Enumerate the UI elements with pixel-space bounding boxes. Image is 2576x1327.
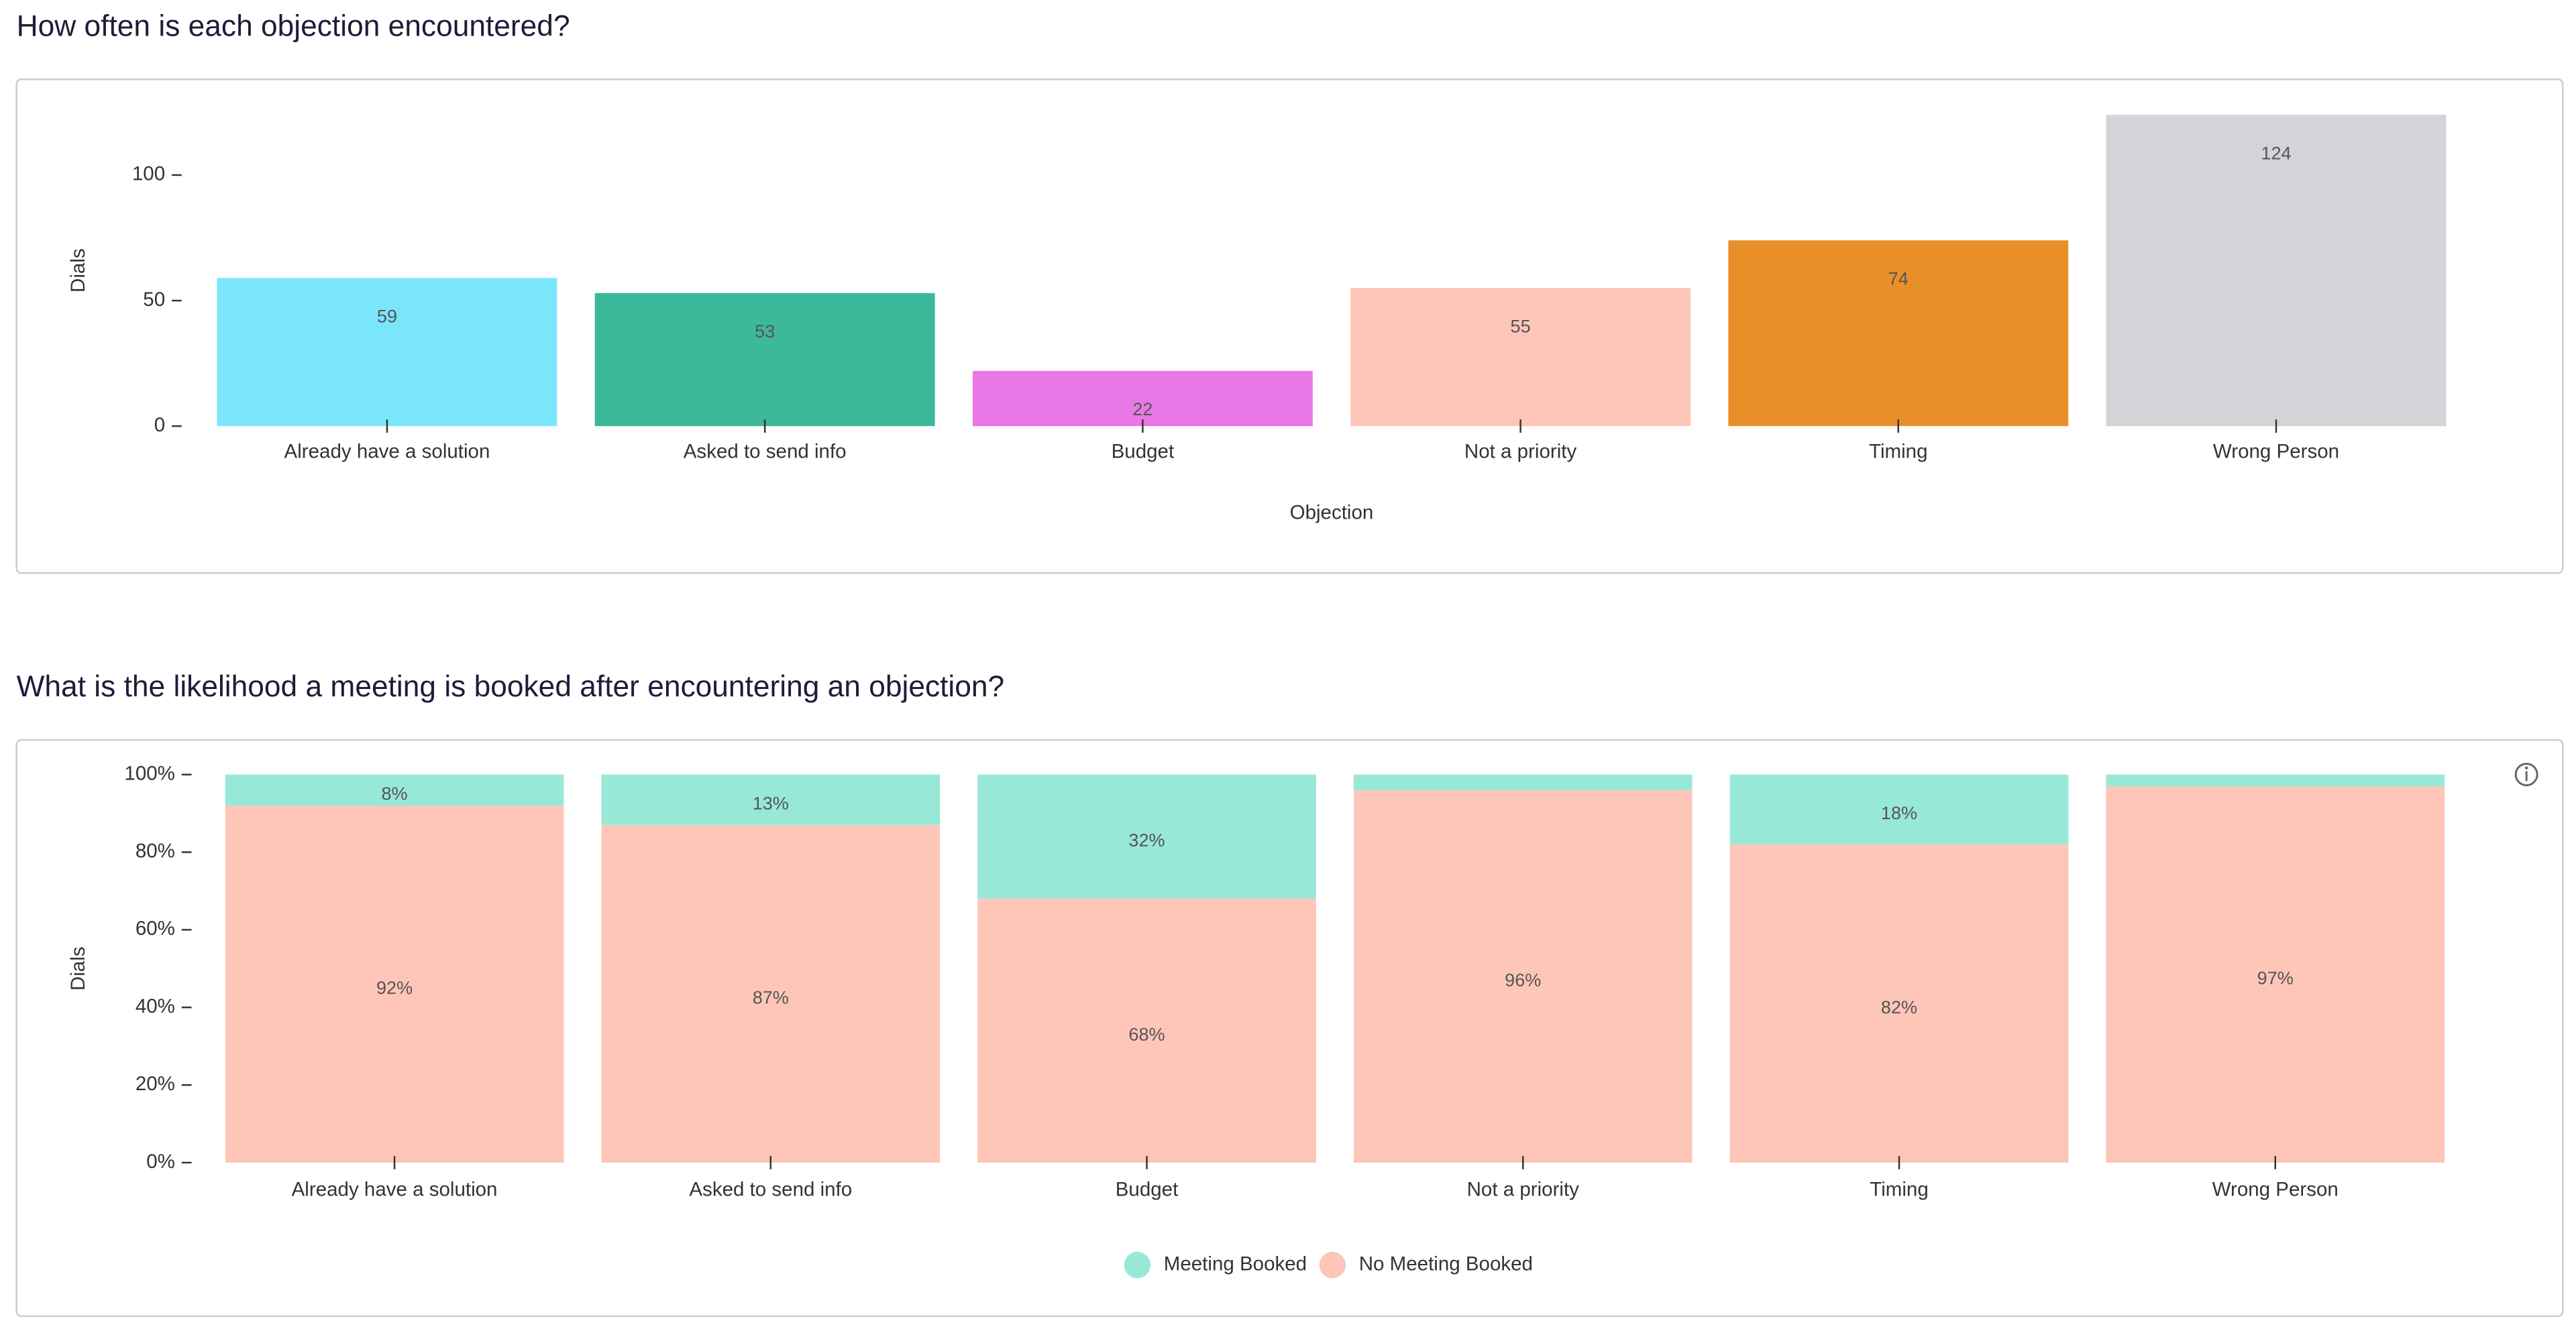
y-tick-label: 40% bbox=[136, 995, 175, 1017]
data-label: 92% bbox=[376, 977, 413, 998]
x-tick-label: Already have a solution bbox=[284, 440, 490, 462]
bar-segment bbox=[2106, 786, 2445, 1163]
data-label: 8% bbox=[381, 783, 407, 804]
y-tick-label: 50 bbox=[143, 288, 165, 311]
data-label: 55 bbox=[1511, 316, 1531, 337]
bar-segment bbox=[601, 825, 941, 1163]
y-tick-label: 100% bbox=[124, 762, 174, 784]
data-label: 59 bbox=[377, 306, 397, 327]
x-tick-label: Not a priority bbox=[1467, 1179, 1580, 1201]
y-tick-label: 100 bbox=[132, 163, 165, 185]
x-tick-label: Budget bbox=[1116, 1179, 1179, 1201]
x-axis-label: Objection bbox=[1290, 501, 1374, 523]
data-label: 22 bbox=[1132, 399, 1152, 419]
data-label: 124 bbox=[2261, 142, 2291, 163]
bar-segment bbox=[1353, 774, 1693, 790]
bar bbox=[1728, 240, 2069, 427]
bar-segment bbox=[601, 774, 941, 825]
bar-segment bbox=[1729, 844, 2069, 1163]
bar-segment bbox=[225, 805, 564, 1163]
x-tick-label: Not a priority bbox=[1464, 440, 1577, 462]
data-label: 32% bbox=[1128, 830, 1165, 851]
bar-segment bbox=[1353, 790, 1693, 1163]
bar bbox=[1350, 288, 1691, 427]
bar bbox=[217, 278, 557, 427]
x-tick-label: Wrong Person bbox=[2213, 440, 2339, 462]
legend-label: Meeting Booked bbox=[1164, 1253, 1307, 1275]
bar-segment bbox=[977, 898, 1316, 1163]
y-tick-label: 20% bbox=[136, 1073, 175, 1095]
x-tick-label: Already have a solution bbox=[292, 1179, 498, 1201]
info-icon[interactable] bbox=[2514, 763, 2538, 787]
data-label: 68% bbox=[1128, 1024, 1165, 1045]
data-label: 87% bbox=[753, 987, 789, 1008]
x-tick-label: Asked to send info bbox=[689, 1179, 852, 1201]
bar-segment bbox=[225, 774, 564, 806]
y-tick-label: 0 bbox=[154, 414, 165, 436]
y-axis-label: Dials bbox=[67, 248, 89, 293]
data-label: 53 bbox=[755, 321, 775, 341]
bar bbox=[594, 293, 935, 427]
legend-swatch bbox=[1124, 1251, 1151, 1279]
x-tick-label: Asked to send info bbox=[684, 440, 847, 462]
y-tick-label: 60% bbox=[136, 918, 175, 940]
data-label: 74 bbox=[1888, 268, 1909, 288]
x-tick-label: Timing bbox=[1869, 440, 1927, 462]
legend-swatch bbox=[1319, 1251, 1346, 1279]
bar bbox=[972, 370, 1313, 427]
bar bbox=[2106, 115, 2447, 427]
chart-title: How often is each objection encountered? bbox=[17, 10, 570, 43]
bar-segment bbox=[2106, 774, 2445, 786]
legend-label: No Meeting Booked bbox=[1359, 1253, 1533, 1275]
y-tick-label: 80% bbox=[136, 840, 175, 862]
x-tick-label: Wrong Person bbox=[2212, 1179, 2339, 1201]
x-tick-label: Timing bbox=[1870, 1179, 1928, 1201]
data-label: 82% bbox=[1881, 996, 1917, 1017]
chart-title: What is the likelihood a meeting is book… bbox=[17, 670, 1005, 703]
panel bbox=[15, 78, 2564, 574]
data-label: 18% bbox=[1881, 802, 1917, 823]
y-axis-label: Dials bbox=[67, 947, 89, 991]
data-label: 96% bbox=[1505, 969, 1541, 990]
bar-segment bbox=[977, 774, 1316, 899]
x-tick-label: Budget bbox=[1112, 440, 1175, 462]
data-label: 13% bbox=[753, 793, 789, 814]
bar-segment bbox=[1729, 774, 2069, 845]
data-label: 97% bbox=[2257, 967, 2294, 988]
y-tick-label: 0% bbox=[146, 1151, 175, 1173]
